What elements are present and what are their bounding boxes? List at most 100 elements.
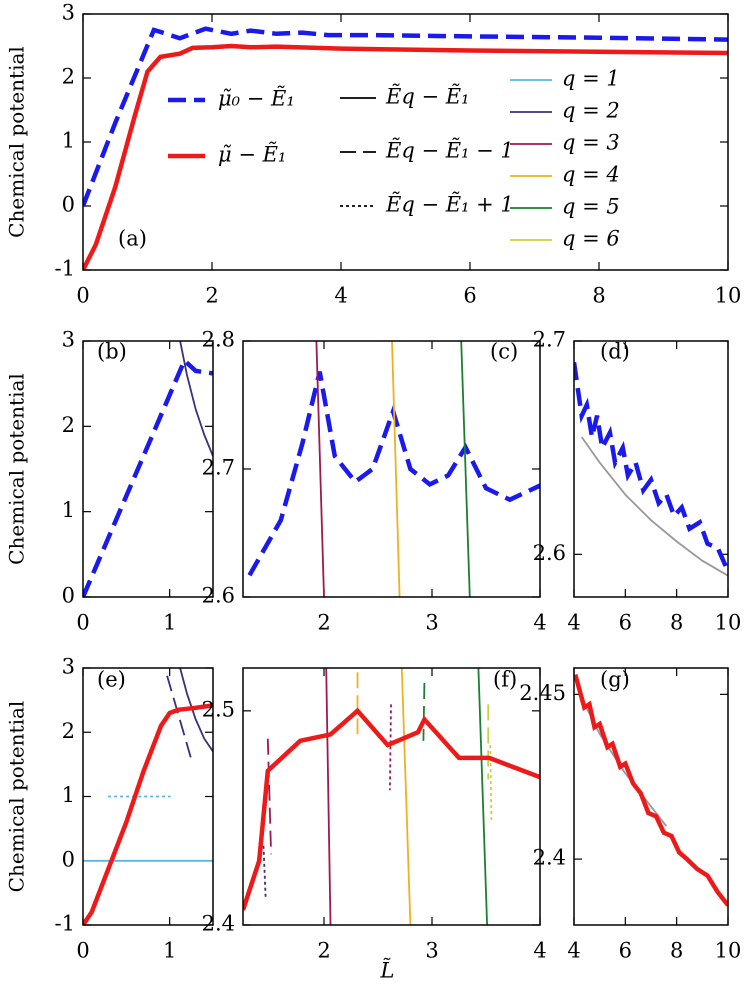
x-tick-label: 0: [76, 939, 89, 963]
y-tick-label: 2: [62, 719, 75, 743]
x-tick-label: 1: [163, 611, 176, 635]
x-tick-label: 3: [425, 611, 438, 635]
x-axis-label: L̃: [380, 959, 395, 983]
x-tick-label: 10: [715, 284, 742, 308]
panel-label: (e): [97, 668, 126, 692]
frame: [573, 667, 729, 926]
series-line: [83, 356, 213, 597]
y-tick-label: 2.6: [533, 541, 566, 565]
plot-area: [83, 341, 213, 597]
y-axis-label: Chemical potential: [5, 46, 29, 238]
series-line: [262, 845, 267, 900]
plot-area: [574, 674, 728, 907]
panel-label: (g): [600, 668, 630, 692]
series-line: [391, 341, 401, 597]
y-tick-label: 2: [62, 65, 75, 89]
series-line: [315, 341, 325, 597]
legend-label: q = 5: [562, 195, 620, 219]
x-tick-label: 4: [334, 284, 347, 308]
y-tick-label: 2.8: [202, 328, 235, 352]
panel-label: (c): [490, 340, 518, 364]
legend-label: q = 4: [562, 163, 620, 187]
x-tick-label: 3: [425, 939, 438, 963]
frame: [82, 340, 214, 598]
x-tick-label: 8: [592, 284, 605, 308]
y-tick-label: 1: [62, 783, 75, 807]
plot-area: [243, 668, 540, 925]
y-tick-label: 2.4: [533, 846, 566, 870]
x-tick-label: 2: [317, 611, 330, 635]
panel-label: (f): [493, 668, 517, 692]
x-tick-label: 1: [163, 939, 176, 963]
series-line: [179, 668, 213, 753]
frame: [82, 667, 214, 926]
y-tick-label: 2.4: [202, 912, 235, 936]
frame: [242, 667, 541, 926]
series-line: [574, 674, 728, 907]
x-tick-label: 0: [76, 284, 89, 308]
y-tick-label: 0: [62, 584, 75, 608]
panel-label: (b): [97, 340, 127, 364]
legend-label: q = 2: [562, 99, 620, 123]
q-legend: q = 1 q = 2 q = 3 q = 4 q = 5 q = 6: [510, 67, 620, 251]
series-line: [460, 341, 471, 597]
plot-area: [574, 361, 728, 577]
series-line: [325, 668, 332, 925]
panel: 4 6 8 10 2.6 2.7 (d): [533, 328, 742, 635]
legend-label: q = 6: [562, 227, 620, 251]
y-tick-label: 2.7: [533, 328, 566, 352]
y-tick-label: 3: [62, 328, 75, 352]
x-tick-label: 10: [715, 939, 742, 963]
series-line: [422, 682, 426, 741]
y-tick-label: 0: [62, 847, 75, 871]
legend: μ̃₀ − Ẽ₁ μ̃ − Ẽ₁: [168, 87, 295, 167]
series-line: [389, 704, 392, 791]
y-tick-label: -1: [55, 257, 75, 281]
panel: 2 3 4 2.4 2.5 (f) L̃: [202, 667, 547, 983]
x-tick-label: 8: [670, 939, 683, 963]
plot-area: [247, 341, 540, 597]
frame: [242, 340, 541, 598]
style-legend: Ẽq − Ẽ₁ Ẽq − Ẽ₁ − 1 Ẽq − Ẽ₁ + 1: [340, 85, 514, 217]
legend-label: μ̃₀ − Ẽ₁: [218, 87, 295, 111]
panel: 4 6 8 10 2.4 2.45 (g): [519, 667, 742, 963]
x-tick-label: 4: [533, 939, 546, 963]
y-tick-label: 3: [62, 655, 75, 679]
series-line: [83, 43, 728, 270]
legend-label: μ̃ − Ẽ₁: [218, 143, 286, 167]
series-line: [243, 707, 540, 911]
y-tick-label: 1: [62, 498, 75, 522]
y-tick-label: 0: [62, 193, 75, 217]
legend-label: q = 1: [562, 67, 620, 91]
frame: [573, 340, 729, 598]
y-axis-label: Chemical potential: [5, 373, 29, 565]
frame: [82, 13, 729, 271]
series-line: [400, 668, 412, 925]
y-tick-label: 1: [62, 129, 75, 153]
series-line: [179, 341, 213, 457]
y-tick-label: 2.7: [202, 456, 235, 480]
y-axis-label: Chemical potential: [5, 701, 29, 893]
y-tick-label: 2.6: [202, 584, 235, 608]
y-tick-label: -1: [55, 912, 75, 936]
series-line: [83, 703, 213, 925]
y-tick-label: 2.45: [519, 681, 566, 705]
x-tick-label: 2: [205, 284, 218, 308]
legend-label: q = 3: [562, 131, 620, 155]
x-tick-label: 8: [670, 611, 683, 635]
x-tick-label: 4: [533, 611, 546, 635]
series-line: [574, 361, 728, 573]
x-tick-label: 4: [567, 611, 580, 635]
x-tick-label: 6: [463, 284, 476, 308]
x-tick-label: 0: [76, 611, 89, 635]
y-tick-label: 2: [62, 413, 75, 437]
y-tick-label: 3: [62, 1, 75, 25]
panel-label: (d): [600, 340, 630, 364]
series-line: [580, 436, 728, 577]
legend-label: Ẽq − Ẽ₁ + 1: [385, 193, 514, 217]
legend-label: Ẽq − Ẽ₁: [385, 85, 469, 109]
x-tick-label: 6: [619, 939, 632, 963]
